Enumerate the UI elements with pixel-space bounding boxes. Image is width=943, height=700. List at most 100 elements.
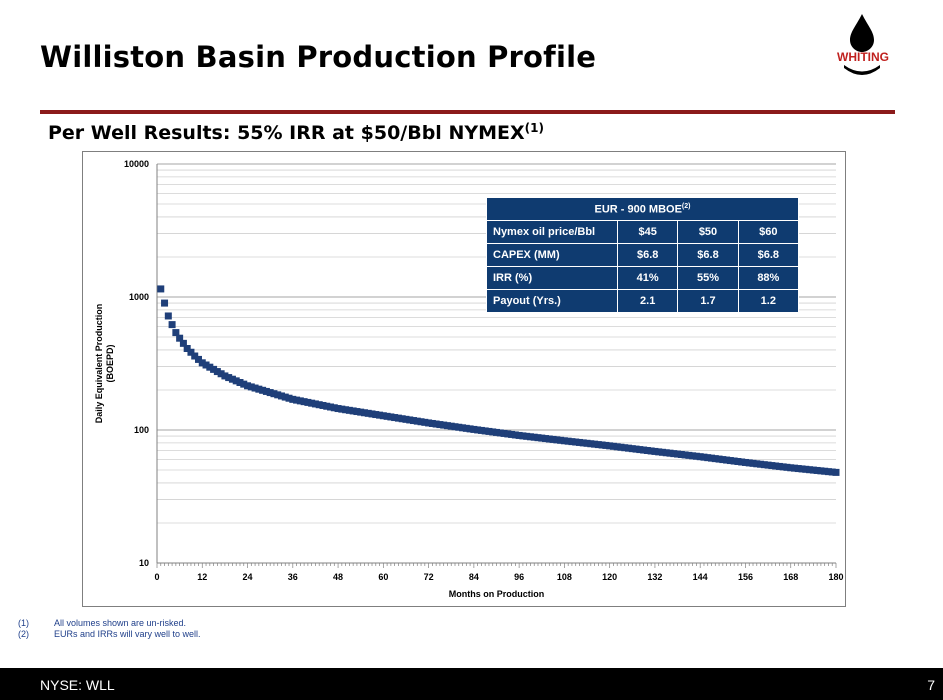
data-point [391, 414, 399, 422]
data-point [462, 424, 470, 432]
data-point [251, 384, 259, 392]
data-point [625, 444, 633, 452]
data-point [802, 465, 810, 473]
data-point [708, 454, 716, 462]
x-tick-label: 48 [333, 572, 343, 582]
data-point [270, 390, 278, 398]
data-point [210, 365, 218, 373]
x-tick-label: 36 [288, 572, 298, 582]
data-point [455, 423, 463, 431]
data-point [575, 438, 583, 446]
data-point [266, 389, 274, 397]
data-point [164, 312, 172, 320]
data-point [704, 454, 712, 462]
data-point [247, 383, 255, 391]
data-point [726, 457, 734, 465]
data-point [647, 447, 655, 455]
data-point [360, 409, 368, 417]
x-tick-label: 0 [154, 572, 159, 582]
footnote-number: (2) [18, 629, 29, 639]
data-point [523, 432, 531, 440]
footnote-number: (1) [18, 618, 29, 628]
data-point [587, 440, 595, 448]
y-tick-label: 10 [139, 558, 149, 568]
data-point [304, 398, 312, 406]
x-tick-label: 144 [693, 572, 708, 582]
data-point [817, 467, 825, 475]
data-point [696, 453, 704, 461]
data-point [176, 334, 184, 342]
data-point [296, 397, 304, 405]
data-point [730, 457, 738, 465]
data-point [225, 374, 233, 382]
data-point [474, 426, 482, 434]
data-point [187, 348, 195, 356]
data-point [202, 361, 210, 369]
cell-value: 1.7 [677, 289, 739, 313]
data-point [658, 448, 666, 456]
data-point [311, 400, 319, 408]
data-point [357, 408, 365, 416]
data-point [285, 394, 293, 402]
x-tick-label: 12 [197, 572, 207, 582]
x-tick-label: 24 [243, 572, 253, 582]
data-point [161, 299, 169, 307]
data-point [832, 468, 840, 476]
y-axis-title: Daily Equivalent Production [94, 304, 104, 424]
x-tick-label: 156 [738, 572, 753, 582]
data-point [342, 406, 350, 414]
data-point [538, 434, 546, 442]
data-point [308, 399, 316, 407]
eur-table-header-text: EUR - 900 MBOE [594, 203, 682, 216]
table-row: Nymex oil price/Bbl $45 $50 $60 [486, 220, 800, 244]
data-point [183, 344, 191, 352]
data-point [542, 435, 550, 443]
data-point [515, 431, 523, 439]
data-point [319, 401, 327, 409]
data-point [436, 421, 444, 429]
data-point [232, 377, 240, 385]
data-point [643, 447, 651, 455]
data-point [583, 439, 591, 447]
data-point [806, 466, 814, 474]
x-tick-label: 168 [783, 572, 798, 582]
data-point [711, 455, 719, 463]
data-point [775, 462, 783, 470]
row-label: Nymex oil price/Bbl [486, 220, 618, 244]
data-point [591, 440, 599, 448]
data-point [568, 438, 576, 446]
data-point [511, 431, 519, 439]
data-point [274, 391, 282, 399]
data-point [244, 382, 252, 390]
data-point [628, 445, 636, 453]
data-point [508, 430, 516, 438]
data-point [692, 452, 700, 460]
data-point [738, 458, 746, 466]
x-tick-label: 180 [828, 572, 843, 582]
data-point [206, 363, 214, 371]
data-point [255, 385, 263, 393]
data-point [496, 429, 504, 437]
data-point [772, 462, 780, 470]
data-point [493, 428, 500, 436]
eur-table-header: EUR - 900 MBOE(2) [486, 197, 799, 221]
footer-bar: NYSE: WLL 7 [0, 668, 943, 700]
data-point [632, 445, 640, 453]
footnote: (2) EURs and IRRs will vary well to well. [18, 629, 201, 640]
data-point [745, 459, 753, 467]
data-point [172, 329, 180, 337]
data-point [821, 467, 829, 475]
data-point [530, 433, 538, 441]
data-point [609, 442, 617, 450]
x-tick-label: 108 [557, 572, 572, 582]
data-point [553, 436, 561, 444]
data-point [526, 433, 534, 441]
x-tick-label: 120 [602, 572, 617, 582]
data-point [779, 463, 787, 471]
data-point [398, 415, 406, 423]
slide-subtitle: Per Well Results: 55% IRR at $50/Bbl NYM… [48, 121, 544, 144]
cell-value: 41% [616, 266, 679, 290]
cell-value: 2.1 [616, 289, 679, 313]
data-point [670, 450, 678, 458]
data-point [485, 427, 493, 435]
